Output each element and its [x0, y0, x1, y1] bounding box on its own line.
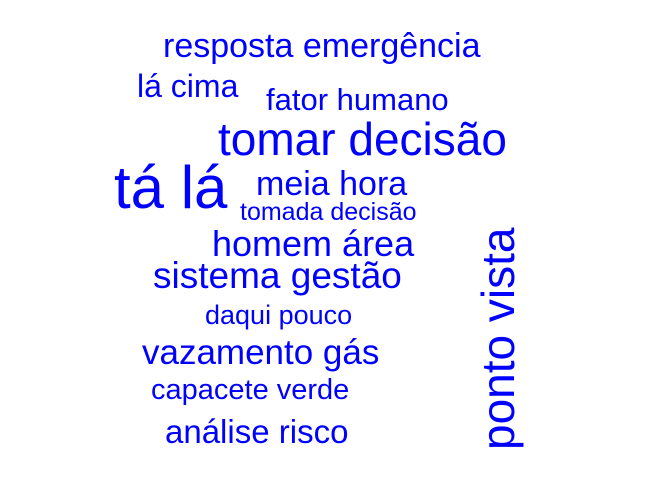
word-meia-hora: meia hora: [256, 165, 408, 203]
word-sistema-gestao: sistema gestão: [153, 255, 402, 296]
word-ta-la: tá lá: [114, 154, 228, 221]
word-la-cima: lá cima: [137, 68, 239, 104]
word-homem-area: homem área: [212, 223, 415, 264]
word-analise-risco: análise risco: [165, 413, 349, 450]
word-daqui-pouco: daqui pouco: [205, 300, 353, 330]
word-tomar-decisao: tomar decisão: [218, 113, 507, 165]
word-fator-humano: fator humano: [266, 82, 449, 117]
word-vazamento-gas: vazamento gás: [142, 333, 380, 372]
word-capacete-verde: capacete verde: [151, 374, 350, 406]
word-tomada-decisao: tomada decisão: [240, 198, 417, 226]
word-resposta-emergencia: resposta emergência: [163, 27, 481, 65]
word-ponto-vista: ponto vista: [472, 227, 524, 450]
